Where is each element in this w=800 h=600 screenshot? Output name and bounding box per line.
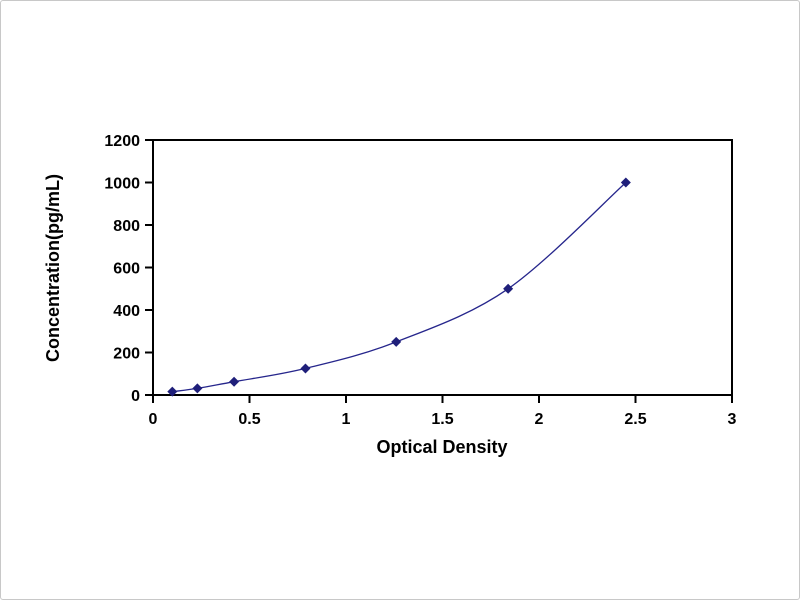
data-point-marker	[192, 383, 203, 394]
data-point-marker	[167, 386, 178, 397]
data-point-marker	[503, 283, 514, 294]
x-axis-title: Optical Density	[376, 437, 507, 457]
y-tick-label: 0	[131, 388, 140, 405]
data-point-marker	[300, 363, 311, 374]
y-tick-label: 600	[113, 261, 140, 278]
y-tick-label: 1000	[104, 176, 140, 193]
y-tick-label: 1200	[104, 133, 140, 150]
x-tick-label: 1.5	[431, 411, 453, 428]
x-tick-label: 2	[535, 411, 544, 428]
x-tick-label: 0.5	[238, 411, 260, 428]
x-tick-label: 1	[342, 411, 351, 428]
plot-frame	[152, 139, 733, 396]
x-tick-label: 3	[728, 411, 737, 428]
data-point-marker	[229, 376, 240, 387]
plot-area: 0 0.5 1 1.5 2 2.5 3 0 200 400 600 800 1000 1200	[104, 133, 736, 428]
y-axis-title: Concentration(pg/mL)	[43, 174, 63, 362]
y-tick-label: 200	[113, 346, 140, 363]
y-tick-label: 800	[113, 218, 140, 235]
data-point-marker	[620, 177, 631, 188]
x-tick-label: 2.5	[624, 411, 646, 428]
y-tick-label: 400	[113, 303, 140, 320]
series-line	[172, 182, 627, 393]
x-tick-label: 0	[149, 411, 158, 428]
data-point-marker	[391, 336, 402, 347]
